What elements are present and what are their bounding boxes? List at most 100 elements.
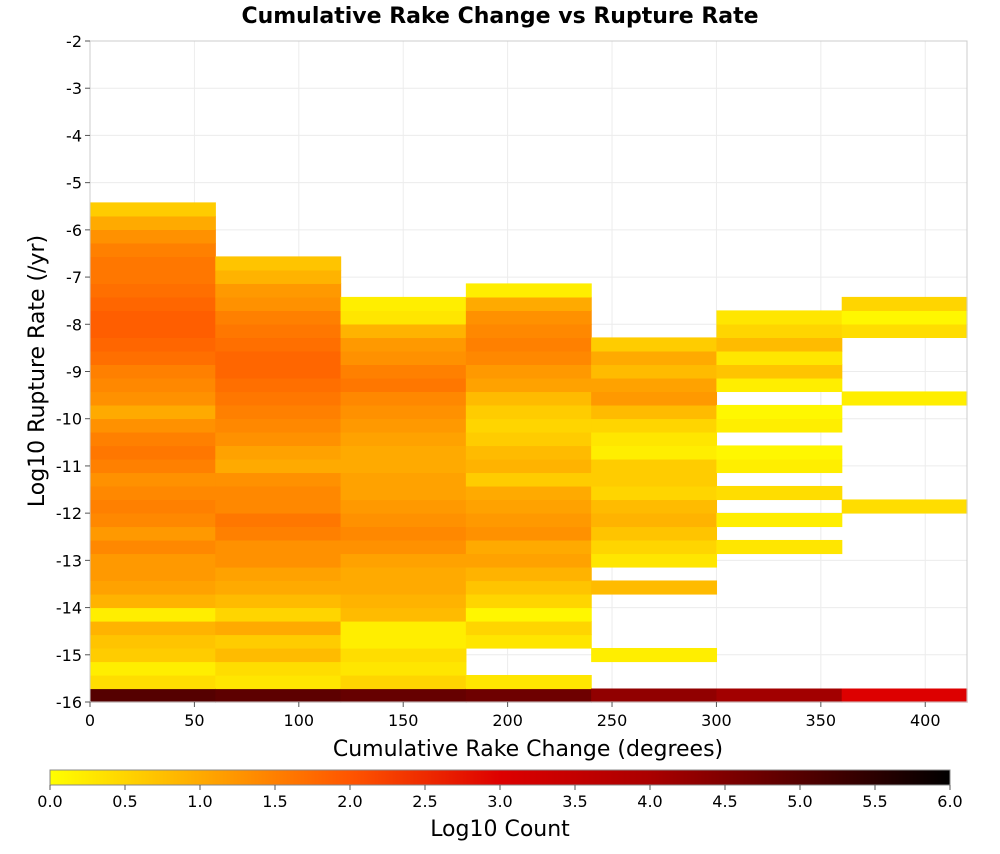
heatmap-cell	[340, 593, 467, 609]
heatmap-cell	[591, 499, 718, 514]
heatmap-cell	[90, 674, 216, 690]
colorbar-tick-label: 1.5	[262, 792, 287, 811]
heatmap-cell	[340, 458, 467, 474]
heatmap-cell	[90, 350, 216, 366]
heatmap-cell	[215, 526, 342, 541]
heatmap-cell	[340, 539, 467, 555]
heatmap-cell	[465, 404, 592, 420]
heatmap-cell	[716, 404, 843, 420]
heatmap-cell	[841, 391, 968, 406]
heatmap-cell	[90, 499, 216, 514]
y-tick-label: -5	[66, 174, 82, 193]
heatmap-cell	[465, 499, 592, 514]
heatmap-cell	[591, 431, 718, 447]
heatmap-cell	[716, 323, 843, 339]
heatmap-cell	[591, 458, 718, 474]
heatmap-cell	[340, 323, 467, 339]
heatmap-cell	[716, 512, 843, 528]
heatmap-cell	[90, 431, 216, 447]
heatmap-cell	[215, 431, 342, 447]
heatmap-cell	[90, 553, 216, 568]
heatmap-cells	[90, 202, 968, 703]
heatmap-cell	[215, 647, 342, 663]
heatmap-cell	[591, 418, 718, 433]
heatmap-cell	[465, 283, 592, 298]
heatmap-cell	[465, 310, 592, 325]
heatmap-cell	[340, 391, 467, 406]
heatmap-cell	[465, 674, 592, 690]
heatmap-cell	[465, 418, 592, 433]
colorbar-tick-label: 3.5	[562, 792, 587, 811]
heatmap-cell	[465, 539, 592, 555]
heatmap-cell	[465, 350, 592, 366]
heatmap-cell	[340, 688, 467, 703]
heatmap-cell	[215, 553, 342, 568]
y-tick-label: -12	[56, 504, 82, 523]
heatmap-cell	[465, 634, 592, 649]
heatmap-cell	[340, 634, 467, 649]
y-tick-label: -7	[66, 268, 82, 287]
heatmap-cell	[716, 418, 843, 433]
y-tick-label: -4	[66, 126, 82, 145]
heatmap-cell	[340, 296, 467, 311]
x-axis-ticks: 0 50 100 150 200 250 300 350 400	[85, 702, 941, 730]
heatmap-cell	[215, 539, 342, 555]
x-tick-label: 350	[806, 711, 837, 730]
x-tick-label: 200	[492, 711, 523, 730]
heatmap-cell	[340, 499, 467, 514]
heatmap-cell	[90, 242, 216, 257]
colorbar-tick-label: 5.5	[862, 792, 887, 811]
heatmap-cell	[340, 485, 467, 501]
heatmap-cell	[340, 377, 467, 393]
colorbar-tick-label: 1.0	[187, 792, 212, 811]
heatmap-cell	[215, 620, 342, 636]
heatmap-cell	[90, 202, 216, 217]
heatmap-cell	[841, 296, 968, 311]
heatmap-cell	[215, 377, 342, 393]
colorbar-tick-label: 6.0	[937, 792, 962, 811]
heatmap-cell	[591, 485, 718, 501]
x-axis-label: Cumulative Rake Change (degrees)	[333, 737, 723, 762]
heatmap-cell	[90, 526, 216, 541]
heatmap-cell	[215, 607, 342, 622]
heatmap-cell	[465, 296, 592, 311]
heatmap-cell	[215, 269, 342, 284]
heatmap-cell	[90, 296, 216, 311]
heatmap-cell	[215, 364, 342, 379]
heatmap-cell	[465, 620, 592, 636]
heatmap-cell	[716, 350, 843, 366]
chart-title: Cumulative Rake Change vs Rupture Rate	[241, 4, 758, 29]
colorbar-tick-label: 4.0	[637, 792, 662, 811]
heatmap-cell	[90, 634, 216, 649]
heatmap-cell	[215, 499, 342, 514]
heatmap-cell	[215, 391, 342, 406]
heatmap-cell	[340, 472, 467, 487]
heatmap-cell	[591, 391, 718, 406]
heatmap-cell	[591, 445, 718, 460]
heatmap-cell	[591, 350, 718, 366]
heatmap-cell	[591, 364, 718, 379]
heatmap-cell	[215, 566, 342, 582]
heatmap-cell	[215, 404, 342, 420]
y-tick-label: -11	[56, 457, 82, 476]
heatmap-cell	[591, 377, 718, 393]
x-tick-label: 100	[284, 711, 315, 730]
y-tick-label: -2	[66, 32, 82, 51]
heatmap-cell	[340, 337, 467, 352]
heatmap-cell	[465, 337, 592, 352]
heatmap-cell	[90, 404, 216, 420]
heatmap-cell	[90, 566, 216, 582]
heatmap-cell	[90, 472, 216, 487]
heatmap-cell	[90, 661, 216, 676]
heatmap-cell	[465, 553, 592, 568]
colorbar-tick-label: 4.5	[712, 792, 737, 811]
heatmap-cell	[340, 526, 467, 541]
heatmap-cell	[215, 283, 342, 298]
heatmap-cell	[716, 377, 843, 393]
y-tick-label: -15	[56, 646, 82, 665]
heatmap-cell	[215, 661, 342, 676]
y-tick-label: -6	[66, 221, 82, 240]
heatmap-cell	[465, 566, 592, 582]
heatmap-cell	[215, 472, 342, 487]
